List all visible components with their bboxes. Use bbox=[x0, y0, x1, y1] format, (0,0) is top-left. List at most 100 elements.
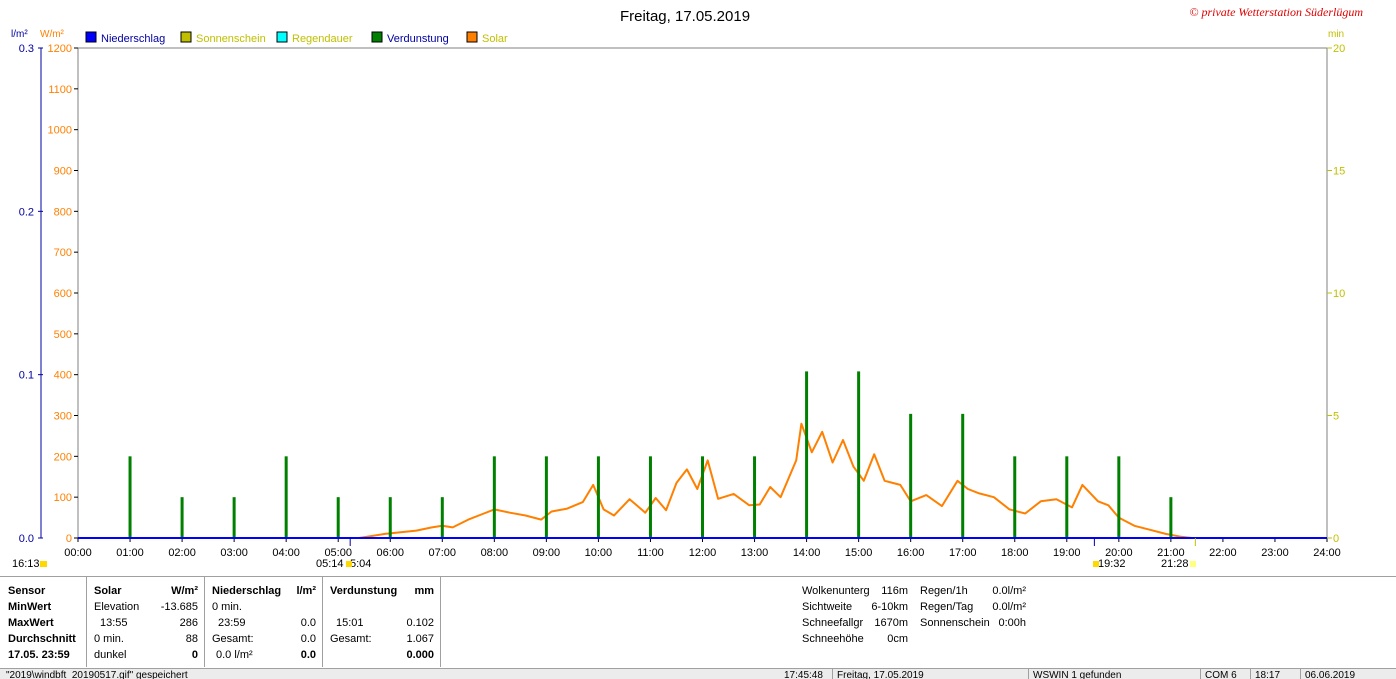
legend-swatch bbox=[371, 31, 383, 43]
evap-bar bbox=[388, 497, 392, 538]
solar-max-label: 13:55 bbox=[100, 617, 128, 629]
x-tick-label: 05:00 bbox=[324, 547, 352, 559]
solar-avg-label: 0 min. bbox=[94, 633, 124, 645]
minutes-tick-label: 0 bbox=[1333, 533, 1339, 545]
stats-cloud-box: Wolkenunterg 116m Sichtweite 6-10km Schneefa… bbox=[800, 583, 912, 653]
x-tick-label: 08:00 bbox=[481, 547, 509, 559]
legend: Niederschlag Sonnenschein Regendauer Verdun… bbox=[85, 31, 508, 45]
sensor-row-min: MinWert bbox=[8, 601, 52, 613]
status-clock: 18:17 bbox=[1250, 669, 1295, 679]
legend-swatch bbox=[85, 31, 97, 43]
solar-now-value: 0 bbox=[191, 649, 198, 661]
precip-tick-label: 0.0 bbox=[19, 533, 34, 545]
evap-total-label: Gesamt: bbox=[330, 633, 372, 645]
x-tick-label: 20:00 bbox=[1105, 547, 1133, 559]
legend-label: Regendauer bbox=[292, 33, 353, 45]
evap-bar bbox=[753, 456, 757, 538]
x-tick-label: 17:00 bbox=[949, 547, 977, 559]
precip-tick-label: 0.1 bbox=[19, 370, 34, 382]
precip-min-label: 0 min. bbox=[212, 601, 242, 613]
evap-bar bbox=[961, 413, 965, 538]
status-port: COM 6 bbox=[1200, 669, 1245, 679]
evap-bar bbox=[492, 456, 496, 538]
x-tick-label: 12:00 bbox=[689, 547, 717, 559]
sun-markers: 16:13 05:14 5:04 19:32 21:28 bbox=[12, 538, 1196, 570]
rain-stat-value: 0.0l/m² bbox=[992, 585, 1026, 597]
x-tick-label: 15:00 bbox=[845, 547, 873, 559]
solar-tick-label: 800 bbox=[54, 206, 72, 218]
solar-min-label: Elevation bbox=[94, 601, 140, 613]
evap-bar bbox=[1169, 497, 1173, 538]
evap-bar bbox=[180, 497, 184, 538]
precip-total-value: 0.0 bbox=[300, 633, 316, 645]
legend-label: Verdunstung bbox=[387, 33, 449, 45]
watermark: © private Wetterstation Süderlügum bbox=[1189, 5, 1363, 19]
legend-swatch bbox=[466, 31, 478, 43]
sunset-time-b: 21:28 bbox=[1161, 558, 1189, 570]
legend-label: Solar bbox=[482, 33, 508, 45]
solar-tick-label: 400 bbox=[54, 370, 72, 382]
evap-max-value: 0.102 bbox=[406, 617, 434, 629]
x-tick-label: 01:00 bbox=[116, 547, 144, 559]
precip-now-label: 0.0 l/m² bbox=[216, 649, 253, 661]
axis-unit-minutes: min bbox=[1328, 29, 1344, 40]
minutes-tick-label: 15 bbox=[1333, 166, 1345, 178]
evap-bar bbox=[701, 456, 704, 538]
minutes-tick-label: 20 bbox=[1333, 43, 1345, 55]
sun-icon bbox=[40, 561, 47, 567]
rain-stat-value: 0.0l/m² bbox=[992, 601, 1026, 613]
x-tick-label: 03:00 bbox=[220, 547, 248, 559]
solar-tick-label: 600 bbox=[54, 288, 72, 300]
evap-bar bbox=[1117, 456, 1121, 538]
sun-time-left: 16:13 bbox=[12, 558, 40, 570]
stats-evap-column: Verdunstung mm 15:01 0.102 Gesamt: 1.067… bbox=[322, 577, 441, 667]
chart: 00:00 01:00 02:00 03:00 04:00 05:00 06:00 07:00… bbox=[11, 5, 1363, 570]
x-tick-label: 06:00 bbox=[376, 547, 404, 559]
x-tick-label: 21:00 bbox=[1157, 547, 1185, 559]
precip-total-label: Gesamt: bbox=[212, 633, 254, 645]
legend-swatch bbox=[276, 31, 288, 43]
solar-tick-label: 1200 bbox=[48, 43, 72, 55]
precip-header: Niederschlag bbox=[212, 585, 282, 597]
status-bar: "2019\windbft_20190517.gif" gespeichert … bbox=[0, 668, 1396, 679]
minutes-tick-label: 5 bbox=[1333, 411, 1339, 423]
status-date: Freitag, 17.05.2019 bbox=[832, 669, 997, 679]
sunrise-icon bbox=[346, 561, 352, 567]
status-today: 06.06.2019 bbox=[1300, 669, 1385, 679]
status-device: WSWIN 1 gefunden bbox=[1028, 669, 1193, 679]
x-tick-label: 16:00 bbox=[897, 547, 925, 559]
solar-tick-label: 700 bbox=[54, 247, 72, 259]
solar-min-value: -13.685 bbox=[160, 601, 198, 613]
evap-bar bbox=[284, 456, 288, 538]
solar-header: Solar bbox=[94, 585, 122, 597]
evap-bar bbox=[909, 413, 913, 538]
status-time: 17:45:48 bbox=[784, 670, 823, 679]
evap-bar bbox=[596, 456, 600, 538]
sunset-time-a: 19:32 bbox=[1098, 558, 1126, 570]
tick-labels: 00:00 01:00 02:00 03:00 04:00 05:00 06:00 07:00… bbox=[19, 43, 1346, 559]
sunset-icon-b bbox=[1190, 561, 1196, 567]
rain-stat-value: 0:00h bbox=[998, 617, 1026, 629]
solar-now-label: dunkel bbox=[94, 649, 127, 661]
precip-max-label: 23:59 bbox=[218, 617, 246, 629]
chart-title: Freitag, 17.05.2019 bbox=[620, 8, 750, 25]
x-tick-label: 18:00 bbox=[1001, 547, 1029, 559]
solar-line bbox=[358, 422, 1192, 539]
cloud-stat-value: 116m bbox=[881, 585, 908, 597]
x-tick-label: 00:00 bbox=[64, 547, 92, 559]
legend-swatch bbox=[180, 31, 192, 43]
axis-unit-precip: l/m² bbox=[11, 29, 28, 40]
solar-tick-label: 900 bbox=[54, 166, 72, 178]
solar-tick-label: 0 bbox=[66, 533, 72, 545]
evap-bar bbox=[1013, 456, 1017, 538]
x-tick-label: 07:00 bbox=[429, 547, 457, 559]
cloud-stat-label: Sichtweite bbox=[802, 601, 853, 613]
sunset-icon bbox=[1093, 561, 1099, 567]
sensor-row-date: 17.05. 23:59 bbox=[8, 649, 70, 661]
solar-avg-value: 88 bbox=[185, 633, 198, 645]
solar-tick-label: 100 bbox=[54, 492, 72, 504]
cloud-stat-label: Schneehöhe bbox=[802, 633, 864, 645]
cloud-stat-label: Wolkenunterg bbox=[802, 585, 870, 597]
rain-stat-label: Regen/1h bbox=[920, 585, 968, 597]
evap-max-label: 15:01 bbox=[336, 617, 364, 629]
